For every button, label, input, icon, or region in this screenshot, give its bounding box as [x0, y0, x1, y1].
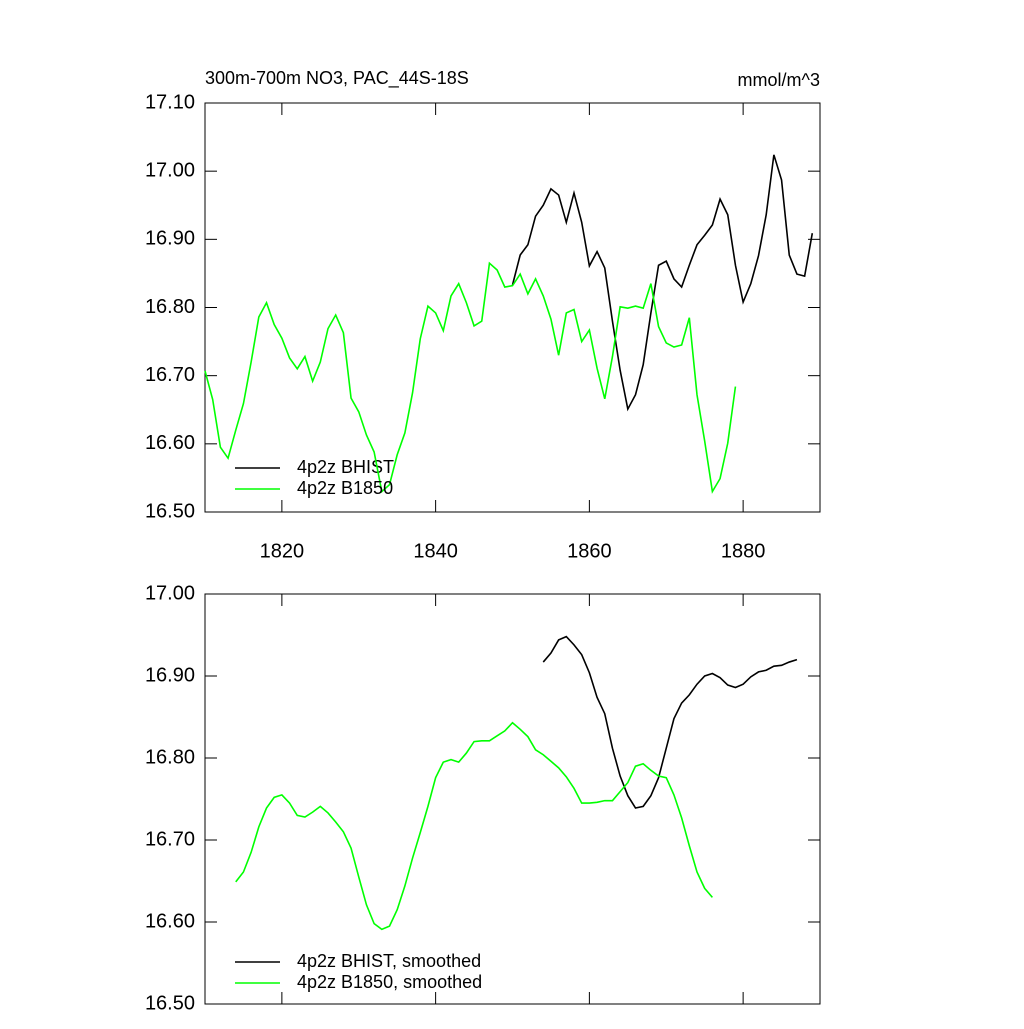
x-tick-label: 1860: [567, 540, 612, 562]
y-tick-label: 17.00: [145, 582, 195, 604]
y-tick-label: 17.10: [145, 91, 195, 113]
x-tick-label: 1820: [260, 540, 305, 562]
data-line: [511, 154, 814, 412]
x-tick-label: 1840: [413, 540, 458, 562]
y-tick-label: 16.90: [145, 228, 195, 250]
plot-frame: [204, 102, 821, 513]
data-line: [204, 261, 737, 494]
x-tick-label: 1880: [721, 540, 766, 562]
y-tick-label: 16.80: [145, 296, 195, 318]
plot-frame: [204, 593, 821, 1005]
y-tick-label: 16.50: [145, 500, 195, 522]
y-tick-label: 16.50: [145, 992, 195, 1014]
legend-label: 4p2z BHIST, smoothed: [297, 951, 481, 971]
y-tick-label: 16.70: [145, 364, 195, 386]
y-tick-label: 16.90: [145, 664, 195, 686]
y-tick-label: 16.80: [145, 746, 195, 768]
legend-label: 4p2z BHIST: [297, 457, 394, 477]
data-line: [235, 721, 713, 931]
legend-label: 4p2z B1850, smoothed: [297, 972, 482, 992]
data-line: [542, 635, 798, 809]
y-tick-label: 16.60: [145, 432, 195, 454]
chart-title: 300m-700m NO3, PAC_44S-18S: [205, 68, 469, 89]
y-tick-label: 17.00: [145, 159, 195, 181]
y-tick-label: 16.60: [145, 910, 195, 932]
y-tick-label: 16.70: [145, 828, 195, 850]
units-label: mmol/m^3: [738, 70, 820, 90]
legend-label: 4p2z B1850: [297, 478, 393, 498]
